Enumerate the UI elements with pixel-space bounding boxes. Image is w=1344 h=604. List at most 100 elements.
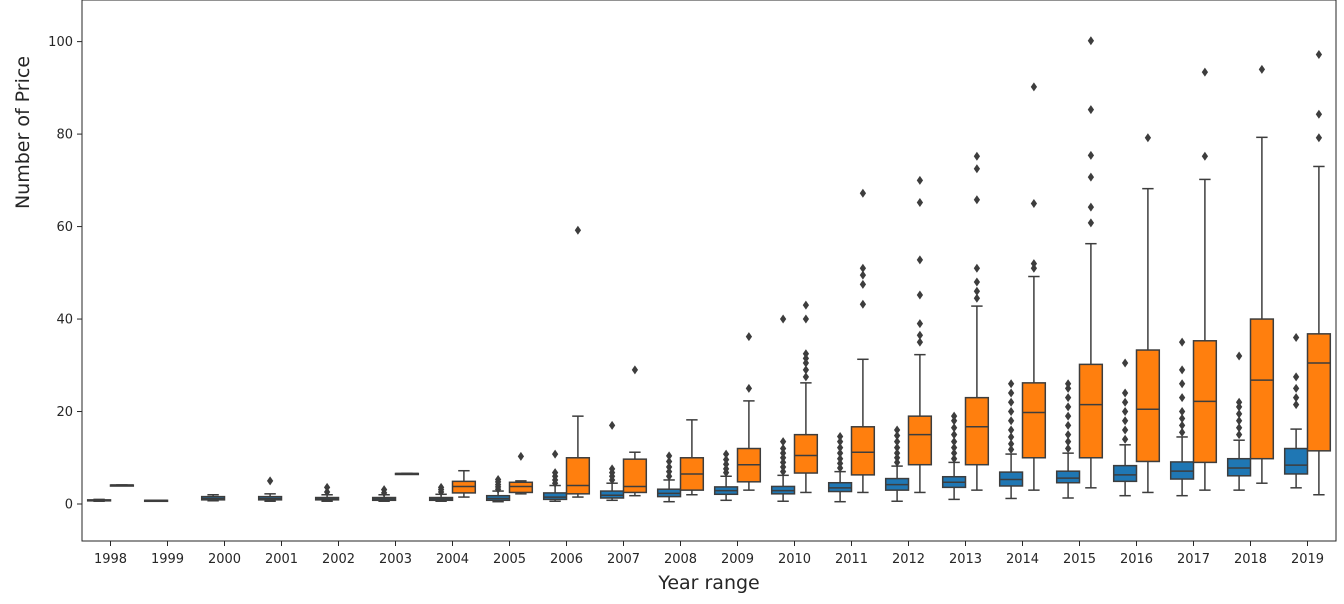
outlier-point (802, 365, 810, 375)
outlier-point (893, 437, 901, 447)
box-iqr (907, 415, 933, 466)
outlier-point (1144, 133, 1152, 143)
outlier-point (802, 349, 810, 359)
outlier-point (950, 411, 958, 421)
box-0-2017 (1169, 337, 1195, 497)
outlier-point (1178, 407, 1186, 417)
box-1-2009 (736, 332, 762, 491)
outlier-point (1121, 358, 1129, 368)
x-tick-label: 2017 (1177, 552, 1210, 567)
x-tick-label: 2006 (550, 552, 583, 567)
outlier-point (1121, 416, 1129, 426)
x-tick-label: 1999 (151, 552, 184, 567)
box-iqr (508, 481, 534, 494)
outlier-point (1007, 444, 1015, 454)
box-0-2001 (257, 476, 283, 502)
outlier-point (1292, 383, 1300, 393)
box-iqr (1283, 447, 1309, 475)
outlier-point (802, 372, 810, 382)
box-1-1998 (109, 484, 135, 487)
outlier-point (916, 198, 924, 208)
outlier-point (802, 314, 810, 324)
outlier-point (950, 437, 958, 447)
outlier-point (1292, 372, 1300, 382)
outlier-point (916, 255, 924, 265)
box-1-2011 (850, 188, 876, 494)
outlier-point (916, 319, 924, 329)
box-iqr (565, 457, 591, 495)
outlier-point (973, 195, 981, 205)
outlier-point (1007, 416, 1015, 426)
outlier-point (1292, 393, 1300, 403)
box-iqr (1112, 464, 1138, 483)
outlier-point (1201, 67, 1209, 77)
box-0-2012 (884, 425, 910, 502)
box-1-2004 (451, 469, 477, 498)
x-tick-label: 2004 (436, 552, 469, 567)
outlier-point (1315, 133, 1323, 143)
outlier-point (1087, 150, 1095, 160)
outlier-point (494, 475, 502, 485)
x-tick-label: 2010 (778, 552, 811, 567)
outlier-point (722, 455, 730, 465)
box-1-2013 (964, 151, 990, 491)
box-1-2006 (565, 225, 591, 498)
x-axis-title: Year range (657, 572, 760, 594)
box-iqr (1078, 363, 1104, 459)
box-1-2007 (622, 365, 648, 497)
outlier-point (1235, 409, 1243, 419)
outlier-point (1315, 50, 1323, 60)
outlier-point (1087, 105, 1095, 115)
box-iqr (1055, 470, 1081, 484)
box-iqr (1135, 349, 1161, 463)
outlier-point (1121, 397, 1129, 407)
outlier-point (722, 449, 730, 459)
outlier-point (836, 437, 844, 447)
box-0-2005 (485, 475, 511, 503)
outlier-point (608, 464, 616, 474)
outlier-point (323, 482, 331, 492)
outlier-point (631, 365, 639, 375)
outlier-point (1087, 218, 1095, 228)
outlier-point (1258, 64, 1266, 74)
outlier-point (859, 279, 867, 289)
outlier-point (973, 151, 981, 161)
x-tick-label: 2018 (1234, 552, 1267, 567)
box-iqr (542, 492, 568, 501)
y-tick-label: 40 (56, 313, 73, 328)
outlier-point (1087, 172, 1095, 182)
outlier-point (973, 263, 981, 273)
outlier-point (1178, 393, 1186, 403)
box-iqr (1021, 382, 1047, 459)
box-iqr (622, 458, 648, 494)
y-tick-label: 80 (56, 128, 73, 143)
x-tick-label: 2014 (1006, 552, 1039, 567)
box-0-2000 (200, 494, 226, 502)
box-iqr (1306, 333, 1332, 452)
x-tick-label: 2016 (1120, 552, 1153, 567)
box-0-1998 (86, 498, 112, 502)
outlier-point (836, 443, 844, 453)
outlier-point (1235, 351, 1243, 361)
box-0-2010 (770, 314, 796, 502)
outlier-point (1178, 365, 1186, 375)
outlier-point (517, 451, 525, 461)
box-1-2012 (907, 175, 933, 494)
box-0-2003 (371, 485, 397, 502)
box-0-2011 (827, 431, 853, 503)
box-1-2003 (394, 472, 420, 476)
outlier-point (1292, 333, 1300, 343)
outlier-point (859, 188, 867, 198)
outlier-point (836, 463, 844, 473)
x-tick-label: 2009 (721, 552, 754, 567)
outlier-point (1315, 109, 1323, 119)
outlier-point (1087, 202, 1095, 212)
outlier-point (893, 453, 901, 463)
outlier-point (893, 443, 901, 453)
outlier-point (779, 314, 787, 324)
outlier-point (1178, 420, 1186, 430)
outlier-point (1064, 437, 1072, 447)
outlier-point (1178, 337, 1186, 347)
outlier-point (859, 299, 867, 309)
